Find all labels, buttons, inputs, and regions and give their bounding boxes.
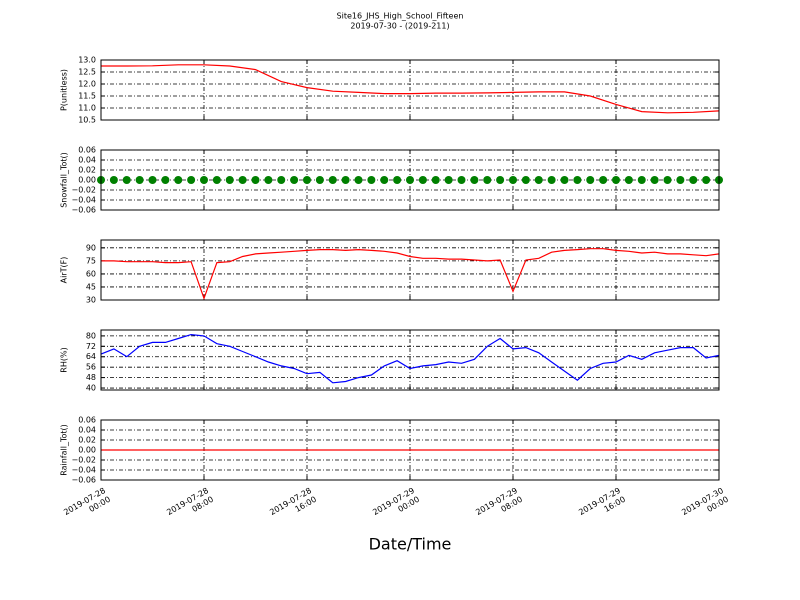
data-point xyxy=(650,176,659,184)
chart-subtitle: 2019-07-30 - (2019-211) xyxy=(350,22,449,31)
data-point xyxy=(547,176,556,184)
data-point xyxy=(380,176,389,184)
data-point xyxy=(187,176,196,184)
data-point xyxy=(624,176,633,184)
y-tick-label: 0.04 xyxy=(78,156,96,165)
y-tick-label: 90 xyxy=(86,243,96,252)
data-point xyxy=(174,176,183,184)
y-tick-label: −0.02 xyxy=(71,186,96,195)
plot-frame xyxy=(100,59,720,121)
data-point xyxy=(676,176,685,184)
y-tick-label: −0.04 xyxy=(71,466,96,475)
data-point xyxy=(251,176,260,184)
y-tick-label: 13.0 xyxy=(78,56,96,65)
data-point xyxy=(393,176,402,184)
y-tick-label: 11.0 xyxy=(78,104,96,113)
data-point xyxy=(315,176,324,184)
y-tick-label: 11.5 xyxy=(78,92,96,101)
data-point xyxy=(431,176,440,184)
data-point xyxy=(702,176,711,184)
data-point xyxy=(637,176,646,184)
data-point xyxy=(612,176,620,184)
y-tick-label: 75 xyxy=(86,256,96,265)
y-tick-label: 60 xyxy=(86,269,96,278)
y-tick-label: 12.5 xyxy=(78,68,96,77)
x-axis-label: Date/Time xyxy=(369,535,452,554)
data-point xyxy=(328,176,337,184)
data-point xyxy=(354,176,363,184)
data-point xyxy=(303,176,311,184)
data-point xyxy=(212,176,221,184)
y-tick-label: 10.5 xyxy=(78,116,96,125)
y-tick-label: 48 xyxy=(86,373,96,382)
data-point xyxy=(689,176,698,184)
data-line xyxy=(101,64,720,114)
y-tick-label: 45 xyxy=(86,282,96,291)
y-tick-label: −0.02 xyxy=(71,456,96,465)
data-point xyxy=(534,176,543,184)
y-tick-label: 0.00 xyxy=(78,446,96,455)
y-tick-label: 72 xyxy=(86,342,96,351)
y-tick-label: −0.04 xyxy=(71,196,96,205)
y-tick-label: 12.0 xyxy=(78,80,96,89)
y-axis-label: AirT(F) xyxy=(60,257,69,284)
y-tick-label: 0.02 xyxy=(78,436,96,445)
data-point xyxy=(444,176,453,184)
data-point xyxy=(341,176,350,184)
y-tick-label: −0.06 xyxy=(71,476,96,485)
y-tick-label: 30 xyxy=(86,296,96,305)
data-point xyxy=(367,176,376,184)
y-axis-label: Snowfall_Tot() xyxy=(60,152,69,208)
chart-title: Site16_JHS_High_School_Fifteen xyxy=(337,12,464,21)
y-tick-label: 0.06 xyxy=(78,146,96,155)
plot-frame xyxy=(100,419,720,481)
y-tick-label: 56 xyxy=(86,363,96,372)
data-point xyxy=(418,176,427,184)
data-point xyxy=(135,176,144,184)
data-point xyxy=(599,176,608,184)
data-point xyxy=(496,176,505,184)
data-point xyxy=(457,176,466,184)
y-tick-label: −0.06 xyxy=(71,206,96,215)
data-line xyxy=(101,248,720,301)
y-axis-label: Rainfall_Tot() xyxy=(60,424,69,476)
y-tick-label: 64 xyxy=(86,352,96,361)
data-point xyxy=(521,176,530,184)
y-tick-label: 0.06 xyxy=(78,416,96,425)
data-point xyxy=(586,176,595,184)
data-point xyxy=(470,176,479,184)
data-point xyxy=(573,176,582,184)
y-axis-label: P(unitless) xyxy=(60,69,69,111)
data-point xyxy=(109,176,118,184)
y-tick-label: 0.02 xyxy=(78,166,96,175)
data-point xyxy=(290,176,299,184)
data-line xyxy=(100,333,720,384)
data-point xyxy=(238,176,247,184)
data-point xyxy=(225,176,234,184)
y-tick-label: 0.04 xyxy=(78,426,96,435)
data-point xyxy=(509,176,517,184)
data-point xyxy=(483,176,492,184)
data-point xyxy=(406,176,414,184)
data-point xyxy=(161,176,170,184)
data-point xyxy=(560,176,569,184)
data-point xyxy=(200,176,208,184)
plot-frame xyxy=(100,329,720,391)
plot-frame xyxy=(100,149,720,211)
plot-frame xyxy=(100,239,720,301)
y-tick-label: 40 xyxy=(86,384,96,393)
data-point xyxy=(663,176,672,184)
data-point xyxy=(122,176,131,184)
y-axis-label: RH(%) xyxy=(60,347,69,372)
data-point xyxy=(264,176,273,184)
data-point xyxy=(148,176,157,184)
data-point xyxy=(277,176,286,184)
y-tick-label: 0.00 xyxy=(78,176,96,185)
y-tick-label: 80 xyxy=(86,331,96,340)
